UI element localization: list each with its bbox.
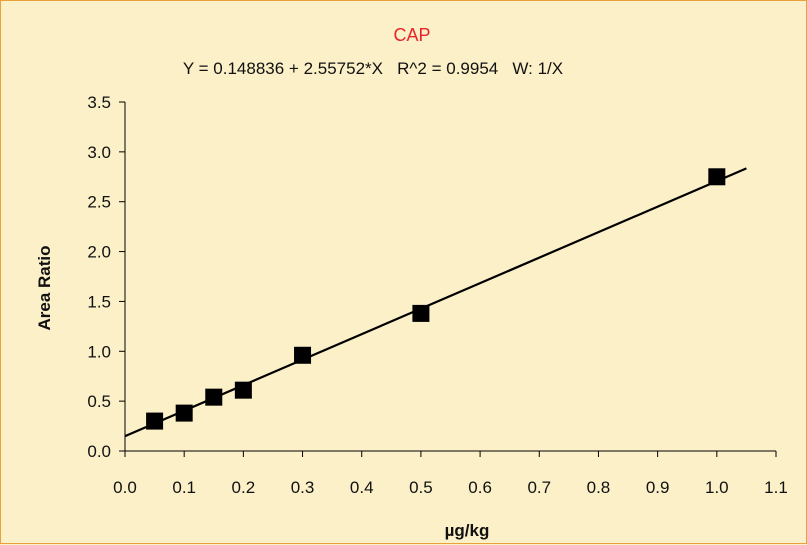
y-tick-label: 1.5 <box>87 292 111 311</box>
y-tick-label: 2.5 <box>87 193 111 212</box>
data-point <box>294 346 312 364</box>
y-axis-title: Area Ratio <box>35 245 54 330</box>
x-tick-label: 0.8 <box>587 478 611 497</box>
data-point <box>175 404 193 422</box>
y-tick-label: 0.5 <box>87 392 111 411</box>
data-point <box>234 381 252 399</box>
x-tick-label: 0.2 <box>232 478 256 497</box>
data-point <box>205 388 223 406</box>
y-tick-label: 3.0 <box>87 143 111 162</box>
x-tick-label: 0.9 <box>646 478 670 497</box>
y-tick-label: 0.0 <box>87 442 111 461</box>
x-tick-label: 0.0 <box>113 478 137 497</box>
y-tick-label: 1.0 <box>87 342 111 361</box>
regression-equation: Y = 0.148836 + 2.55752*X R^2 = 0.9954 W:… <box>183 59 563 78</box>
x-tick-label: 1.0 <box>705 478 729 497</box>
x-tick-label: 0.6 <box>468 478 492 497</box>
x-tick-label: 0.3 <box>291 478 315 497</box>
x-tick-label: 0.5 <box>409 478 433 497</box>
x-tick-label: 0.1 <box>172 478 196 497</box>
x-tick-label: 1.1 <box>764 478 788 497</box>
x-tick-label: 0.4 <box>350 478 374 497</box>
regression-line <box>124 167 747 438</box>
y-tick-label: 3.5 <box>87 93 111 112</box>
data-point <box>146 412 164 430</box>
y-tick-label: 2.0 <box>87 243 111 262</box>
data-point <box>412 304 430 322</box>
data-point <box>708 168 726 186</box>
x-tick-label: 0.7 <box>527 478 551 497</box>
chart-title: CAP <box>393 25 430 45</box>
plot-area: 0.0 0.5 1.0 1.5 2.0 2.5 3.0 3.5 0.0 0.1 0.2 0.3 0.4 0… <box>87 93 787 497</box>
x-axis-title: µg/kg <box>445 521 490 540</box>
